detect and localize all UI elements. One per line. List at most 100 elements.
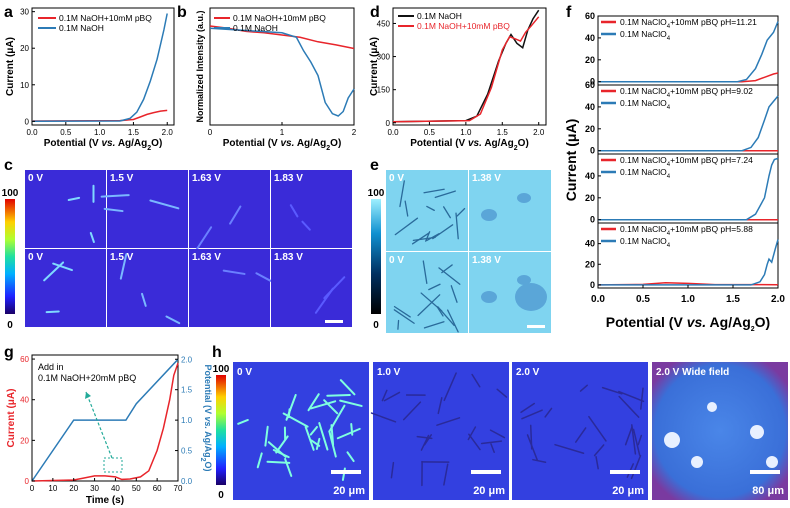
panel-label-g: g bbox=[4, 344, 14, 361]
legend-label: 0.1M NaClO4 bbox=[620, 98, 671, 111]
domain-spot bbox=[515, 283, 547, 311]
nanowire bbox=[390, 461, 395, 479]
scale-bar bbox=[610, 470, 640, 474]
nanowire bbox=[420, 292, 443, 312]
y-axis-label: Current (μA) bbox=[5, 37, 16, 96]
panel-label-f: f bbox=[566, 4, 572, 21]
nanowire bbox=[309, 425, 318, 436]
micrograph-c bbox=[25, 249, 106, 327]
series-line-1 bbox=[598, 239, 779, 286]
series-line-1 bbox=[31, 13, 168, 123]
micrograph-label: 0 V bbox=[28, 173, 43, 184]
series-line-0 bbox=[31, 362, 179, 482]
x-tick-label: 2.0 bbox=[162, 128, 174, 137]
micrograph-label: 1.63 V bbox=[192, 252, 221, 263]
y-axis-label: Normalized Intensity (a.u.) bbox=[195, 10, 205, 122]
nanowire bbox=[346, 451, 355, 463]
x-tick-label: 1 bbox=[280, 128, 285, 137]
nanowire bbox=[370, 412, 397, 423]
x-axis-label: Potential (V vs. Ag/Ag2O) bbox=[410, 138, 529, 152]
nanowire bbox=[632, 428, 641, 456]
legend-label: 0.1M NaClO4 bbox=[620, 236, 671, 249]
nanowire bbox=[229, 205, 242, 225]
micrograph-label: 1.83 V bbox=[274, 252, 303, 263]
micrograph-label: 0 V bbox=[28, 252, 43, 263]
scale-bar bbox=[750, 470, 780, 474]
nanowire bbox=[402, 401, 422, 421]
nanowire bbox=[287, 408, 291, 419]
domain-spot bbox=[517, 193, 531, 203]
series-line-1 bbox=[598, 21, 779, 83]
nanowire bbox=[394, 217, 419, 236]
bubble bbox=[750, 425, 764, 439]
x-tick-label: 30 bbox=[90, 484, 99, 493]
x-tick-label: 0 bbox=[208, 128, 213, 137]
x-tick-label: 20 bbox=[69, 484, 78, 493]
nanowire bbox=[393, 305, 411, 318]
panel-label-b: b bbox=[177, 4, 187, 21]
nanowire bbox=[526, 434, 539, 461]
x-tick-label: 2.0 bbox=[533, 128, 545, 137]
panel-label-e: e bbox=[370, 157, 379, 174]
nanowire bbox=[89, 231, 95, 244]
series-line-1 bbox=[392, 16, 540, 123]
micrograph-e bbox=[469, 170, 551, 251]
nanowire bbox=[640, 387, 644, 410]
series-line-1 bbox=[209, 27, 355, 117]
y-tick-label: 20 bbox=[585, 259, 595, 269]
x-tick-label: 1.5 bbox=[497, 128, 509, 137]
colorbar-h-max: 100 bbox=[213, 364, 230, 375]
nanowire bbox=[339, 399, 363, 407]
nanowire bbox=[339, 379, 356, 396]
micrograph-label: 2.0 V bbox=[516, 367, 540, 378]
nanowire bbox=[432, 224, 454, 240]
x-tick-label: 1.5 bbox=[128, 128, 140, 137]
nanowire bbox=[383, 391, 401, 402]
bubble bbox=[691, 456, 703, 468]
nanowire bbox=[256, 452, 263, 469]
nanowire bbox=[411, 232, 430, 245]
nanowire bbox=[149, 199, 180, 210]
nanowire bbox=[496, 388, 508, 398]
y-tick-label: 0 bbox=[25, 477, 30, 486]
x-tick-label: 10 bbox=[48, 484, 57, 493]
x-axis-label: Potential (V vs. Ag/Ag2O) bbox=[44, 138, 163, 152]
nanowire bbox=[393, 309, 415, 324]
scale-label: 20 μm bbox=[473, 485, 505, 497]
y-axis-label: Current (μA) bbox=[563, 119, 579, 201]
series-line-1 bbox=[31, 358, 179, 482]
nanowire bbox=[618, 395, 640, 418]
x-tick-label: 1.0 bbox=[460, 128, 472, 137]
micrograph-h bbox=[652, 362, 788, 500]
micrograph-label: 1.38 V bbox=[472, 173, 501, 184]
y-tick-label: 20 bbox=[585, 55, 595, 65]
y-tick-label: 450 bbox=[377, 19, 391, 28]
nanowire bbox=[323, 399, 339, 415]
nanowire bbox=[381, 389, 388, 402]
nanowire bbox=[428, 283, 441, 291]
nanowire bbox=[468, 433, 481, 451]
annotation-text: Add in bbox=[38, 362, 64, 372]
y-tick-label: 0 bbox=[386, 119, 391, 128]
nanowire bbox=[307, 393, 320, 412]
micrograph-c bbox=[107, 170, 188, 248]
panel-label-c: c bbox=[4, 157, 13, 174]
nanowire bbox=[399, 180, 405, 208]
micrograph-h bbox=[373, 362, 509, 500]
colorbar-c-max: 100 bbox=[2, 188, 19, 199]
y-tick-label: 40 bbox=[20, 396, 29, 405]
y-right-tick-label: 0.0 bbox=[181, 477, 193, 486]
series-line-1 bbox=[598, 157, 779, 221]
nanowire bbox=[315, 437, 321, 450]
x-tick-label: 60 bbox=[153, 484, 162, 493]
micrograph-label: 1.0 V bbox=[377, 367, 401, 378]
y-tick-label: 20 bbox=[585, 124, 595, 134]
y-tick-label: 60 bbox=[585, 80, 595, 90]
nanowire bbox=[480, 440, 503, 445]
y-tick-label: 40 bbox=[585, 102, 595, 112]
nanowire bbox=[588, 415, 607, 442]
annotation-box bbox=[103, 457, 123, 473]
scale-bar bbox=[325, 320, 343, 323]
